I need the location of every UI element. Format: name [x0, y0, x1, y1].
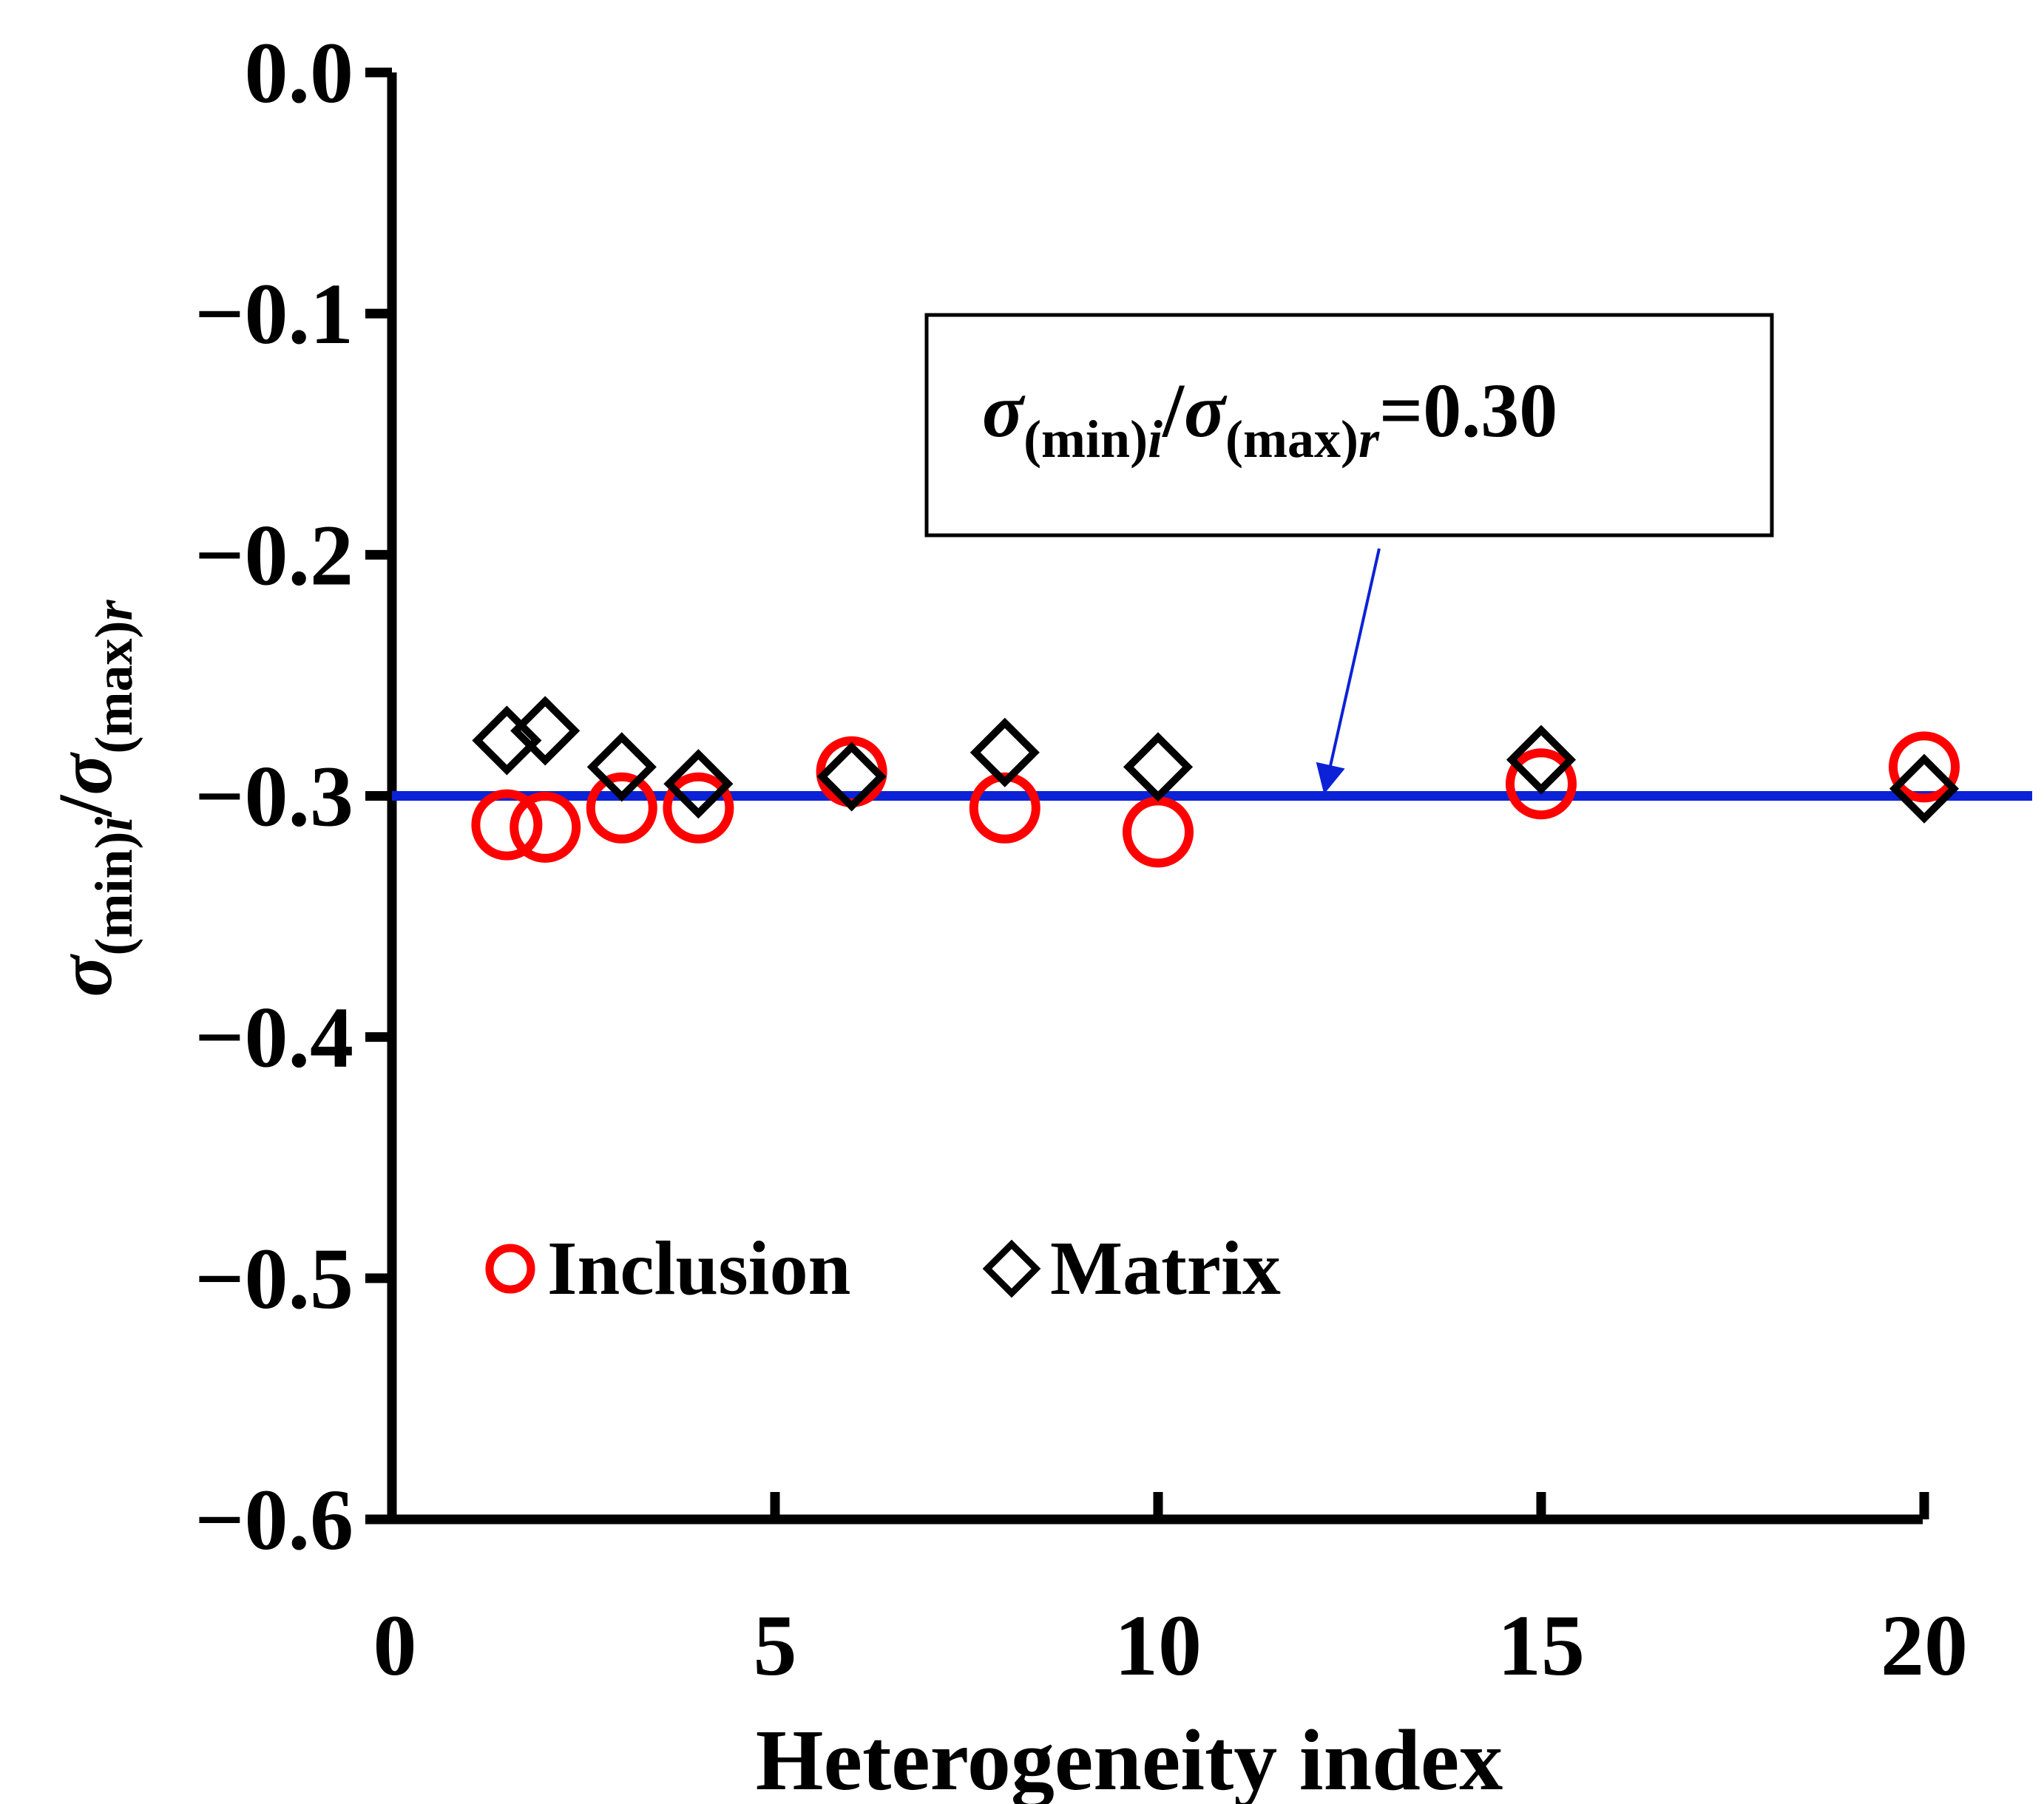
inclusion-point	[1889, 731, 1960, 803]
matrix-point	[586, 732, 657, 802]
annotation-label: σ(min)i/σ(max)r=0.30	[982, 368, 1557, 469]
annotation-arrow	[1316, 548, 1381, 795]
x-tick-label: 15	[1498, 1597, 1585, 1694]
x-axis-title: Heterogeneity index	[756, 1712, 1503, 1804]
matrix-point	[1123, 732, 1194, 802]
x-tick-label: 5	[754, 1597, 797, 1694]
matrix-point	[969, 717, 1040, 787]
inclusion-point	[663, 772, 734, 844]
y-tick-label: −0.2	[194, 506, 353, 603]
inclusion-point	[1506, 748, 1577, 820]
y-tick-label: −0.6	[194, 1471, 353, 1568]
y-tick-label: −0.4	[194, 989, 353, 1086]
inclusion-point	[586, 772, 657, 844]
legend: Inclusion Matrix	[485, 1226, 1281, 1311]
matrix-point	[1506, 725, 1577, 795]
y-axis-title: σ(min)i/σ(max)r	[43, 600, 143, 997]
inclusion-point	[510, 791, 581, 863]
annotation-box	[924, 313, 1774, 538]
y-tick-label: −0.5	[194, 1230, 353, 1327]
y-tick-label: 0.0	[245, 24, 354, 121]
inclusion-point	[1123, 796, 1194, 868]
matrix-point	[472, 705, 542, 776]
y-tick-label: −0.1	[194, 265, 353, 362]
y-ticks: 0.0 −0.1 −0.2 −0.3 −0.4 −0.5 −0.6	[194, 24, 392, 1568]
y-tick-label: −0.3	[194, 748, 353, 845]
matrix-point	[816, 742, 887, 812]
data-points	[471, 696, 1960, 868]
legend-matrix-marker	[982, 1239, 1041, 1298]
x-tick-label: 0	[373, 1597, 417, 1694]
x-tick-label: 10	[1114, 1597, 1202, 1694]
legend-inclusion-marker	[485, 1244, 535, 1294]
matrix-point	[510, 696, 581, 766]
legend-inclusion-label: Inclusion	[547, 1226, 850, 1311]
matrix-point	[663, 749, 734, 819]
matrix-point	[1889, 753, 1960, 824]
inclusion-point	[471, 789, 543, 861]
x-ticks: 0 5 10 15 20	[373, 1492, 1968, 1694]
x-tick-label: 20	[1881, 1597, 1968, 1694]
legend-matrix-label: Matrix	[1050, 1226, 1281, 1311]
